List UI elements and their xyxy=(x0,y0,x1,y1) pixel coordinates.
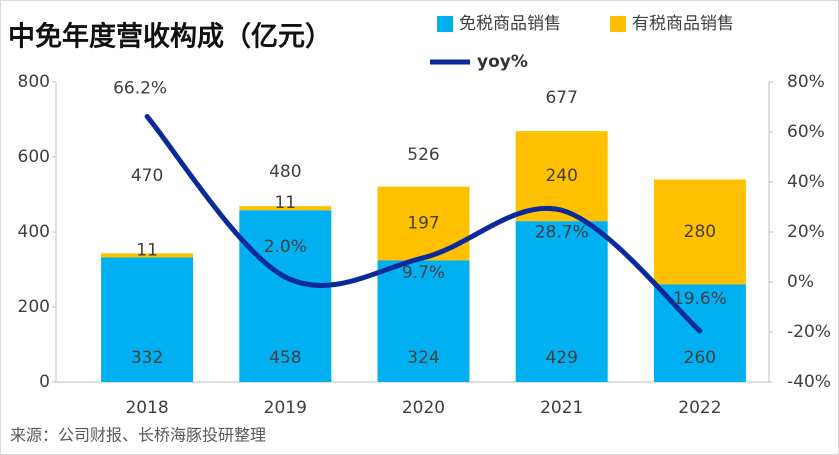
y-tick-label: 400 xyxy=(18,222,50,242)
y2-tick-label: 0% xyxy=(787,272,814,292)
data-label: 458 xyxy=(269,348,301,368)
legend-label: 免税商品销售 xyxy=(459,14,561,34)
yoy-label: 66.2% xyxy=(113,79,167,99)
data-label: 11 xyxy=(274,193,296,213)
y2-tick-label: 20% xyxy=(787,222,825,242)
legend-swatch xyxy=(437,16,453,32)
yoy-label: 9.7% xyxy=(402,263,445,283)
bar-segment xyxy=(377,260,470,382)
data-label: 11 xyxy=(136,240,158,260)
y-tick-label: 800 xyxy=(18,72,50,92)
data-label: 332 xyxy=(131,348,163,368)
yoy-label: 28.7% xyxy=(535,222,589,242)
legend-label: yoy% xyxy=(477,52,528,72)
yoy-label: 19.6% xyxy=(673,289,727,309)
total-label: 526 xyxy=(407,145,439,165)
bar-segment xyxy=(653,179,746,285)
bar-segment xyxy=(239,206,332,211)
total-label: 677 xyxy=(545,88,577,108)
y-tick-label: 600 xyxy=(18,147,50,167)
bar-segment xyxy=(101,257,194,382)
data-label: 197 xyxy=(407,214,439,234)
y2-tick-label: -20% xyxy=(787,322,831,342)
y2-tick-label: 60% xyxy=(787,122,825,142)
bar-segment xyxy=(515,221,608,382)
y2-tick-label: 40% xyxy=(787,172,825,192)
data-label: 429 xyxy=(545,348,577,368)
x-tick-label: 2022 xyxy=(678,398,721,418)
data-label: 260 xyxy=(684,348,716,368)
legend-label: 有税商品销售 xyxy=(632,14,734,34)
data-label: 280 xyxy=(684,222,716,242)
x-tick-label: 2021 xyxy=(540,398,583,418)
bar-segment xyxy=(101,253,194,258)
source: 来源：公司财报、长桥海豚投研整理 xyxy=(10,426,266,445)
yoy-line xyxy=(144,114,703,334)
bar-segment xyxy=(239,210,332,382)
legend-swatch xyxy=(610,16,626,32)
y-tick-label: 200 xyxy=(18,297,50,317)
chart-title: 中免年度营收构成（亿元） xyxy=(8,21,332,53)
y2-tick-label: 80% xyxy=(787,72,825,92)
bar-segment xyxy=(515,131,608,222)
yoy-label: 2.0% xyxy=(264,237,307,257)
x-tick-label: 2018 xyxy=(125,398,168,418)
data-label: 324 xyxy=(407,348,439,368)
total-label: 480 xyxy=(269,162,301,182)
data-label: 240 xyxy=(545,166,577,186)
y2-tick-label: -40% xyxy=(787,372,831,392)
y-tick-label: 0 xyxy=(39,372,50,392)
x-tick-label: 2020 xyxy=(402,398,445,418)
total-label: 470 xyxy=(131,166,163,186)
x-tick-label: 2019 xyxy=(264,398,307,418)
